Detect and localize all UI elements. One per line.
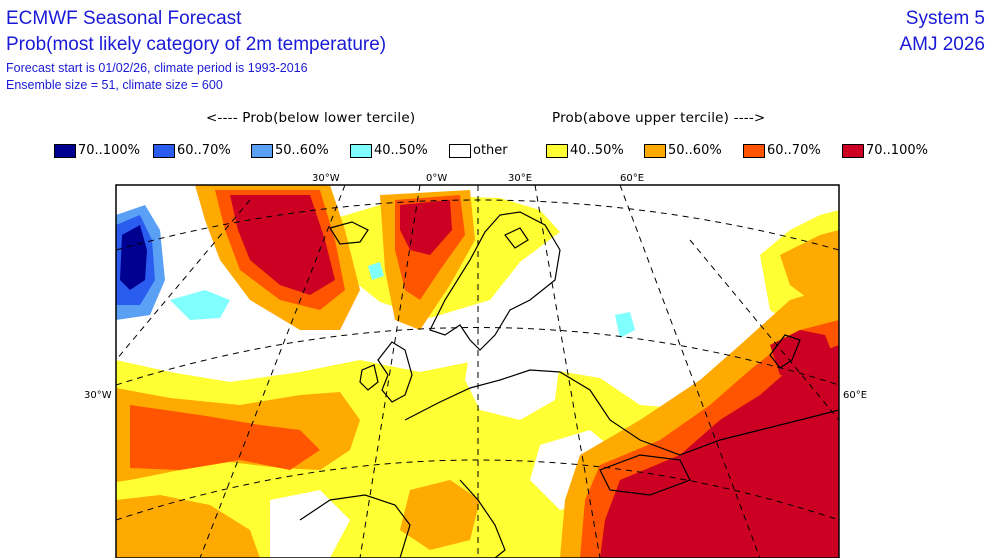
coastlines — [299, 211, 839, 558]
legend-label: 60..70% — [177, 143, 231, 158]
legend-label: 50..60% — [275, 143, 329, 158]
region-white-central — [465, 345, 560, 420]
legend-swatch — [251, 143, 273, 158]
coast-ireland — [359, 364, 379, 391]
coast-italy — [459, 479, 506, 558]
legend-item-above-70-100: 70..100% — [842, 143, 928, 158]
legend-item-below-70-100: 70..100% — [54, 143, 140, 158]
map-subtitle: Prob(most likely category of 2m temperat… — [6, 34, 387, 55]
coast-scandinavia — [429, 211, 561, 351]
region-cyan-2 — [615, 312, 635, 338]
region-blue-70100 — [120, 225, 147, 290]
parallel-line — [116, 327, 839, 386]
legend-swatch — [350, 143, 372, 158]
edge-label-left: 30°W — [84, 390, 112, 401]
legend-item-below-50-60: 50..60% — [251, 143, 329, 158]
lon-label-30e: 30°E — [508, 173, 532, 184]
region-white-sw — [270, 490, 350, 558]
legend-item-above-50-60: 50..60% — [644, 143, 722, 158]
legend-item-above-60-70: 60..70% — [743, 143, 821, 158]
season-label: AMJ 2026 — [899, 34, 985, 55]
region-orange-iberia — [116, 495, 260, 558]
legend-label: 40..50% — [570, 143, 624, 158]
region-darkred-ural — [770, 330, 835, 380]
legend-label: 50..60% — [668, 143, 722, 158]
region-cyan-3 — [368, 262, 384, 280]
legend-item-below-60-70: 60..70% — [153, 143, 231, 158]
lon-label-60e: 60°E — [620, 173, 644, 184]
legend-above-heading: Prob(above upper tercile) ----> — [552, 110, 766, 126]
lon-label-30w: 30°W — [312, 173, 340, 184]
region-darkred-greenland — [230, 195, 335, 295]
meridian-line — [534, 185, 601, 558]
forecast-info: Forecast start is 01/02/26, climate peri… — [6, 61, 308, 75]
map-title: ECMWF Seasonal Forecast — [6, 8, 242, 29]
coast-iceland — [329, 221, 369, 245]
graticule — [116, 185, 839, 558]
coast-black-sea — [599, 454, 691, 496]
legend-swatch — [743, 143, 765, 158]
region-cyan-1 — [170, 290, 230, 320]
ensemble-info: Ensemble size = 51, climate size = 600 — [6, 78, 223, 92]
legend-swatch — [546, 143, 568, 158]
legend-item-below-40-50: 40..50% — [350, 143, 428, 158]
legend-swatch — [449, 143, 471, 158]
coast-britain — [377, 341, 413, 403]
legend-label: 40..50% — [374, 143, 428, 158]
legend-item-other: other — [449, 143, 508, 158]
legend-item-above-40-50: 40..50% — [546, 143, 624, 158]
coast-continent — [404, 369, 839, 456]
meridian-line — [619, 185, 761, 558]
region-redorange-atlantic — [130, 405, 320, 470]
legend-below-heading: <---- Prob(below lower tercile) — [206, 110, 416, 126]
legend-swatch — [54, 143, 76, 158]
region-darkred-east — [600, 345, 839, 558]
legend-swatch — [153, 143, 175, 158]
system-block: System 5 AMJ 2026 — [899, 6, 985, 58]
legend-label: 60..70% — [767, 143, 821, 158]
meridian-line — [689, 239, 839, 421]
meridian-line — [359, 185, 421, 558]
region-orange-italy — [400, 480, 480, 550]
legend-label: 70..100% — [866, 143, 928, 158]
region-darkred-norway — [400, 200, 452, 255]
lon-label-0: 0°W — [426, 173, 447, 184]
system-label: System 5 — [905, 8, 985, 29]
legend-label: other — [473, 143, 508, 158]
map-frame — [115, 184, 840, 558]
title-block: ECMWF Seasonal Forecast Prob(most likely… — [6, 6, 386, 94]
coast-novaya-zemlya — [769, 334, 801, 369]
coast-svalbard — [504, 227, 529, 249]
legend-label: 70..100% — [78, 143, 140, 158]
coast-iberia — [299, 494, 411, 558]
legend-swatch — [644, 143, 666, 158]
meridian-line — [116, 199, 251, 361]
legend-swatch — [842, 143, 864, 158]
meridian-line — [199, 185, 346, 558]
edge-label-right: 60°E — [843, 390, 867, 401]
region-orange-barents — [780, 230, 839, 300]
